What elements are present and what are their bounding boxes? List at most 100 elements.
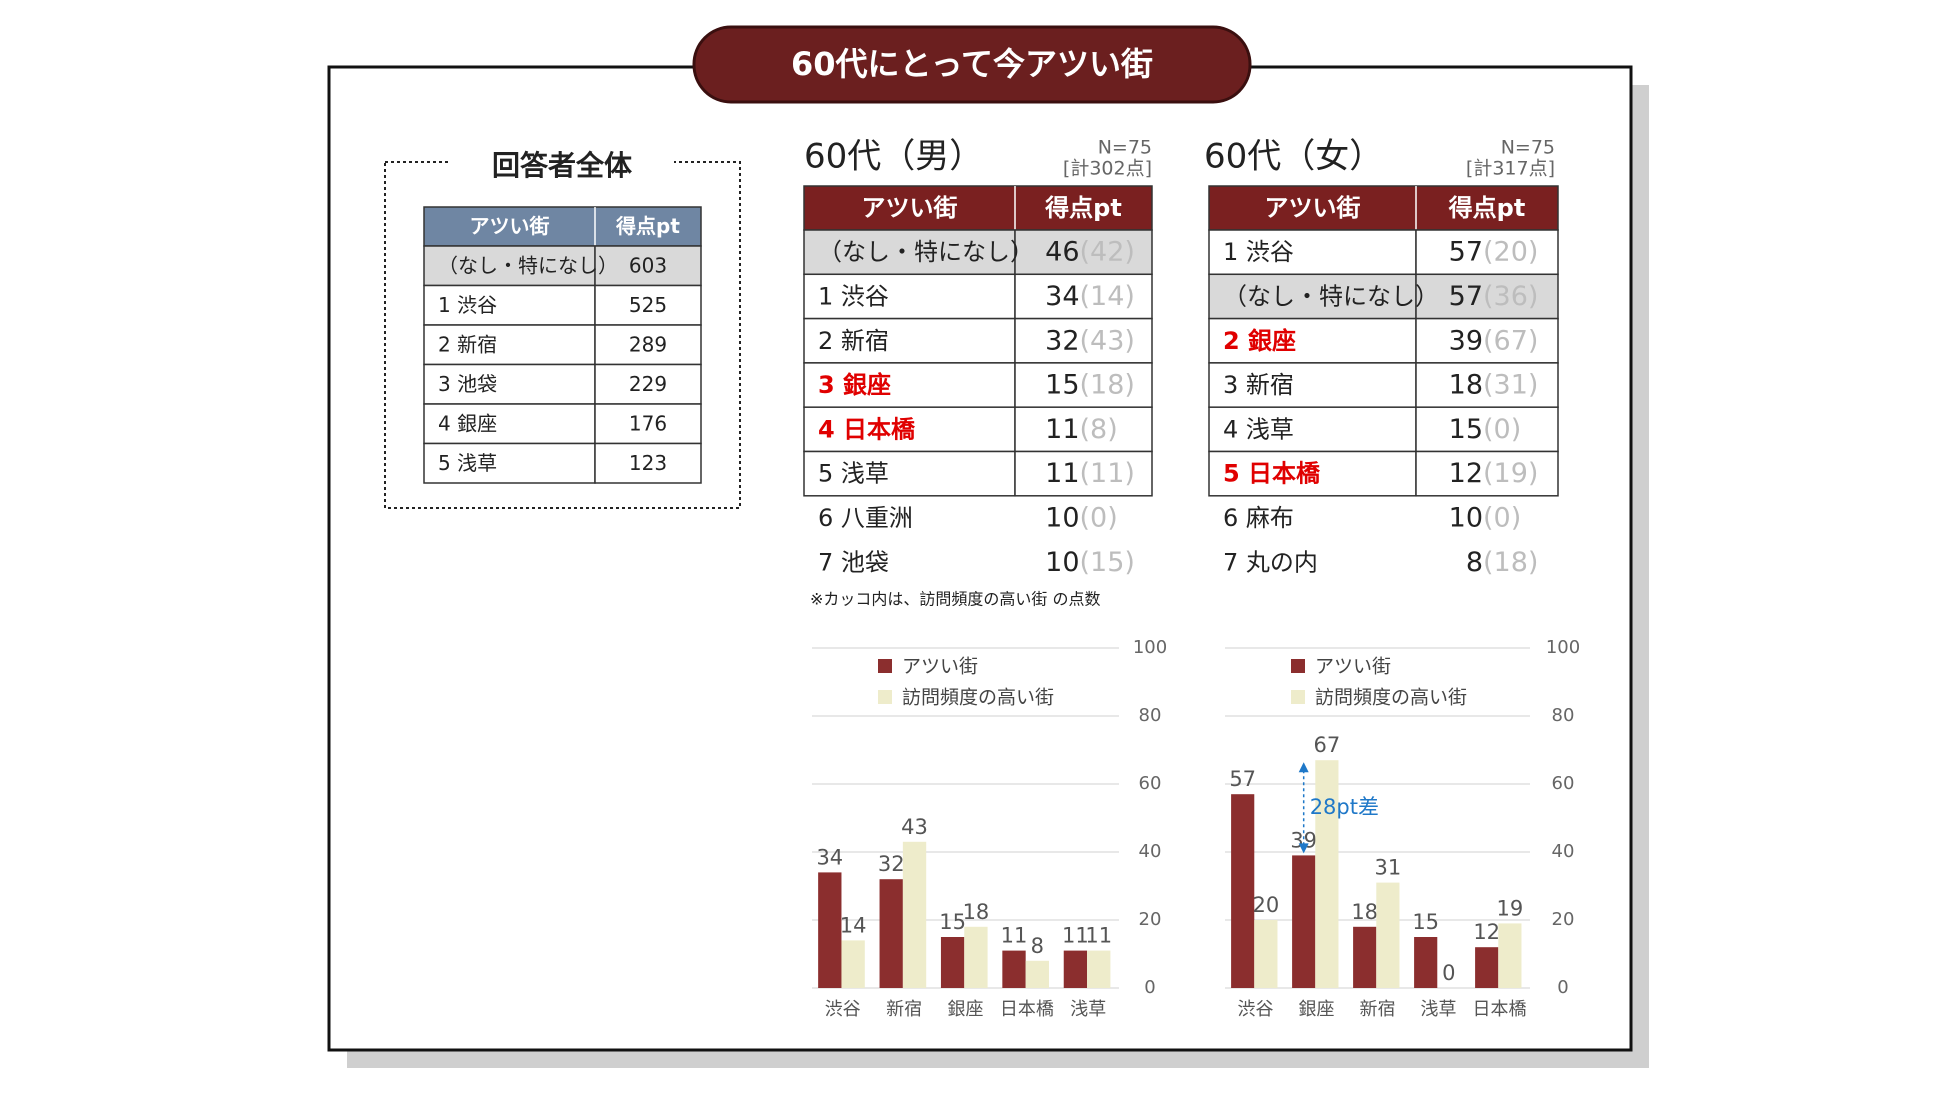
table-cell [1014,406,1153,453]
table-cell [803,229,1016,276]
legend-label: アツい街 [902,656,978,678]
y-tick-label: 40 [1552,841,1575,862]
row-name: 7 丸の内 [1223,548,1318,576]
bar [1498,923,1522,988]
table-cell [594,363,702,405]
bar [1292,855,1316,988]
y-tick-label: 80 [1552,705,1575,726]
bar [1315,760,1339,988]
title-pill [692,25,1252,104]
row-score: 18 [1449,370,1483,401]
legend-swatch [878,690,892,704]
arrow-head [1298,762,1309,773]
data-label: 11 [1085,924,1112,948]
row-name: 2 新宿 [438,332,497,356]
overall-box [384,161,741,509]
x-tick-label: 日本橋 [1000,999,1054,1020]
table-header [803,185,1153,231]
header-cell: 得点pt [1448,194,1526,222]
table-cell [1415,273,1559,320]
x-tick-label: 新宿 [886,999,922,1020]
bar [879,879,903,988]
row-name: 4 日本橋 [818,415,916,443]
bar [1002,950,1026,988]
data-label: 11 [1001,924,1028,948]
table-cell [1014,362,1153,408]
note: ※カッコ内は、訪問頻度の高い街 の点数 [810,590,1101,609]
header-cell: アツい街 [470,214,550,238]
row-score: 46 [1045,237,1079,268]
row-name: 4 浅草 [1223,415,1294,443]
header-cell: 得点pt [615,214,680,238]
table-cell [594,442,702,484]
data-label: 11 [1062,924,1089,948]
data-label: 19 [1497,896,1524,920]
row-score: 176 [629,411,667,435]
header-cell: アツい街 [862,194,958,222]
row-name: 1 渋谷 [438,293,497,317]
table-cell [423,284,596,326]
bar [1025,960,1050,988]
row-visit: (0) [1483,502,1521,533]
x-tick-label: 新宿 [1360,999,1396,1020]
table-cell [1208,317,1417,364]
row-score: 12 [1449,458,1483,489]
table-cell [1208,362,1417,408]
data-label: 14 [840,913,867,937]
bar [841,940,865,988]
row-visit: (42) [1080,237,1135,268]
row-name: 3 池袋 [438,372,497,396]
row-visit: (14) [1080,281,1135,312]
row-visit: (19) [1483,458,1538,489]
female-heading: 60代（女） [1204,137,1383,177]
table-header [423,206,702,247]
legend-swatch [878,659,892,673]
row-score: 229 [629,372,667,396]
table-cell [594,403,702,445]
row-visit: (18) [1080,370,1135,401]
bar [1376,882,1400,988]
y-tick-label: 0 [1557,977,1568,998]
x-tick-label: 浅草 [1070,999,1106,1020]
data-label: 67 [1314,733,1341,757]
bar [902,841,927,988]
table-cell [1208,229,1417,276]
female-total: [計317点] [1466,158,1555,180]
row-score: 34 [1045,281,1079,312]
female-n: N=75 [1501,137,1555,159]
row-name: 3 新宿 [1223,371,1294,399]
bar [818,872,842,988]
row-name: 7 池袋 [818,548,889,576]
bar [1254,920,1278,988]
bar [1087,950,1111,988]
data-label: 34 [816,845,843,869]
table-cell [1014,317,1153,364]
annotation: 28pt差 [1310,795,1379,819]
y-tick-label: 20 [1139,909,1162,930]
legend-label: アツい街 [1315,656,1391,678]
data-label: 15 [939,910,966,934]
row-name: 2 新宿 [818,327,889,355]
row-visit: (0) [1483,414,1521,445]
page-title: 60代にとって今アツい街 [791,45,1153,83]
row-visit: (15) [1080,547,1135,578]
row-name: 6 八重洲 [818,504,913,532]
data-label: 43 [901,815,928,839]
bar [1231,794,1255,988]
x-tick-label: 銀座 [948,999,984,1020]
legend-swatch [1291,659,1305,673]
row-score: 10 [1045,547,1079,578]
data-label: 0 [1442,961,1455,985]
y-tick-label: 40 [1139,841,1162,862]
row-name: 5 浅草 [818,460,889,488]
bar [964,926,988,988]
header-cell: 得点pt [1044,194,1122,222]
y-tick-label: 80 [1139,705,1162,726]
row-score: 123 [629,451,667,475]
row-score: 8 [1466,547,1483,578]
male-heading: 60代（男） [804,137,983,177]
row-name: 1 渋谷 [1223,238,1294,266]
table-cell [594,245,702,287]
x-tick-label: 日本橋 [1473,999,1527,1020]
